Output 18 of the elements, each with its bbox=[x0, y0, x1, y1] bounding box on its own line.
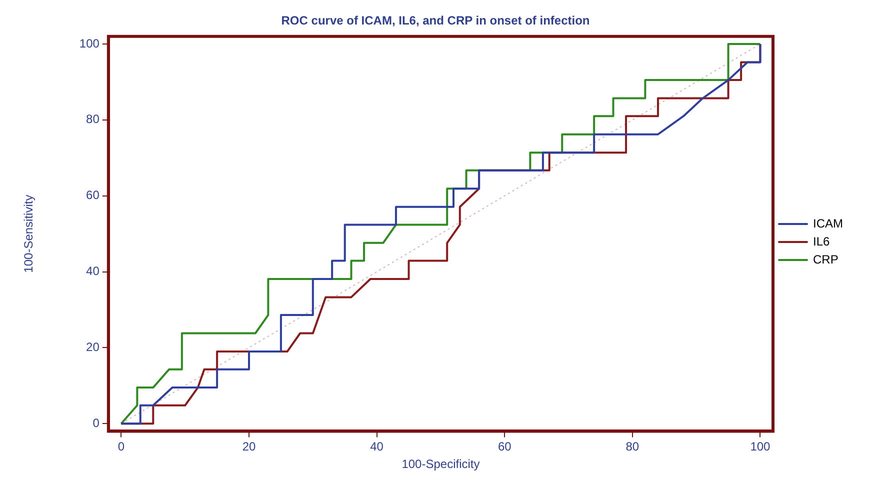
x-tick-label: 80 bbox=[626, 440, 640, 454]
y-tick-label: 100 bbox=[79, 36, 100, 50]
y-axis-title: 100-Sensitivity bbox=[22, 194, 36, 273]
y-tick-label: 40 bbox=[86, 264, 100, 278]
y-tick-label: 80 bbox=[86, 112, 100, 126]
x-tick-label: 20 bbox=[242, 440, 256, 454]
y-tick-label: 20 bbox=[86, 340, 100, 354]
x-tick-label: 40 bbox=[370, 440, 384, 454]
legend-label: CRP bbox=[813, 252, 838, 266]
y-tick-label: 0 bbox=[92, 416, 100, 430]
legend-label: IL6 bbox=[813, 234, 830, 248]
chart-title: ROC curve of ICAM, IL6, and CRP in onset of infection bbox=[281, 14, 590, 28]
x-tick-label: 0 bbox=[118, 440, 125, 454]
x-tick-label: 100 bbox=[750, 440, 771, 454]
y-tick-label: 60 bbox=[86, 188, 100, 202]
x-axis-title: 100-Specificity bbox=[402, 457, 480, 472]
x-tick-label: 60 bbox=[498, 440, 512, 454]
legend-label: ICAM bbox=[813, 216, 844, 230]
